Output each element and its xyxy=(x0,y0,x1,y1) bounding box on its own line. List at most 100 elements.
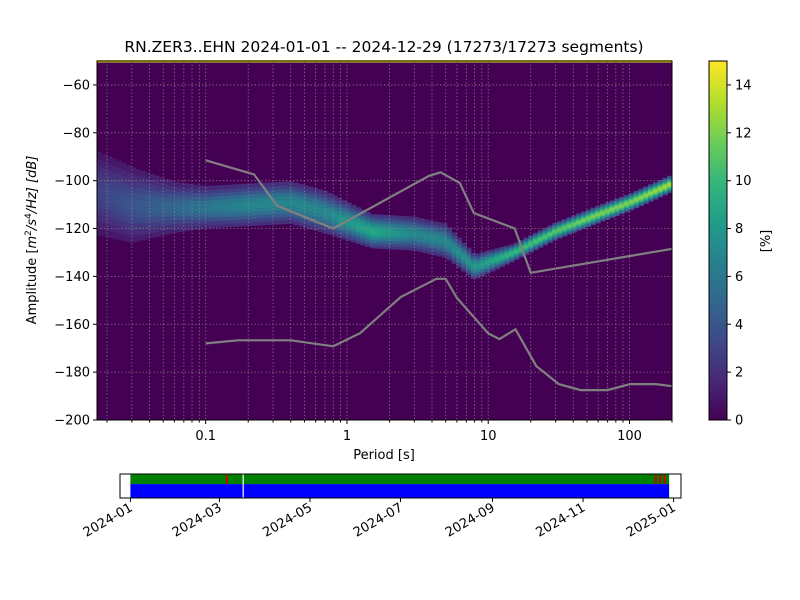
density-cell xyxy=(624,201,630,204)
density-cell xyxy=(446,238,453,242)
red-mark xyxy=(654,475,657,484)
density-cell xyxy=(513,248,520,251)
density-cell xyxy=(446,246,453,250)
density-cell xyxy=(394,243,400,247)
density-cell xyxy=(422,246,429,251)
density-cell xyxy=(561,223,568,226)
density-cell xyxy=(317,203,323,208)
density-cell xyxy=(221,219,227,224)
density-cell xyxy=(499,251,505,254)
density-cell xyxy=(346,208,352,213)
density-cell xyxy=(470,276,477,279)
density-cell xyxy=(221,195,227,200)
density-cell xyxy=(619,202,625,205)
density-cell xyxy=(202,196,208,201)
density-cell xyxy=(106,163,112,171)
density-cell xyxy=(264,196,271,201)
density-cell xyxy=(101,174,108,183)
density-cell xyxy=(202,185,208,191)
density-cell xyxy=(274,220,280,225)
density-cell xyxy=(202,192,208,198)
density-cell xyxy=(485,265,491,269)
density-cell xyxy=(427,222,433,227)
density-cell xyxy=(202,213,208,219)
density-cell xyxy=(504,250,510,253)
density-cell xyxy=(456,240,462,244)
density-cell xyxy=(398,243,405,248)
density-cell xyxy=(394,223,400,228)
density-cell xyxy=(633,200,640,203)
density-cell xyxy=(537,237,544,240)
density-cell xyxy=(279,181,285,186)
density-cell xyxy=(466,263,472,267)
density-cell xyxy=(585,220,592,223)
density-cell xyxy=(144,183,151,190)
density-cell xyxy=(552,230,558,232)
density-cell xyxy=(370,228,376,232)
density-cell xyxy=(384,240,390,244)
density-cell xyxy=(168,180,175,186)
density-cell xyxy=(178,223,184,228)
density-cell xyxy=(456,264,462,268)
density-cell xyxy=(475,253,481,257)
density-cell xyxy=(226,216,232,221)
density-cell xyxy=(499,255,505,258)
density-cell xyxy=(346,233,352,238)
density-cell xyxy=(365,220,371,225)
density-cell xyxy=(652,186,659,189)
density-cell xyxy=(537,235,544,238)
density-cell xyxy=(116,180,122,188)
density-cell xyxy=(140,199,146,206)
density-cell xyxy=(178,211,184,216)
density-cell xyxy=(662,186,668,189)
density-cell xyxy=(581,211,587,214)
density-cell xyxy=(648,199,654,202)
density-cell xyxy=(154,200,160,207)
density-cell xyxy=(259,193,266,198)
density-cell xyxy=(298,208,304,213)
density-cell xyxy=(159,230,165,236)
density-cell xyxy=(633,202,640,204)
density-cell xyxy=(130,210,136,218)
y-axis-unit-base: m xyxy=(25,236,40,249)
density-cell xyxy=(403,232,410,237)
density-cell xyxy=(307,214,314,219)
density-cell xyxy=(628,194,635,197)
density-cell xyxy=(111,204,117,213)
density-cell xyxy=(475,273,481,277)
density-cell xyxy=(121,201,127,209)
density-cell xyxy=(245,215,251,220)
density-cell xyxy=(255,204,261,209)
density-cell xyxy=(341,203,347,208)
density-cell xyxy=(183,218,189,224)
density-cell xyxy=(303,185,309,190)
density-cell xyxy=(398,224,405,228)
density-cell xyxy=(446,227,453,231)
density-cell xyxy=(154,195,160,202)
density-cell xyxy=(609,213,616,215)
density-cell xyxy=(135,216,141,224)
density-cell xyxy=(557,233,563,236)
density-cell xyxy=(408,221,414,226)
density-cell xyxy=(327,220,333,225)
density-cell xyxy=(274,209,280,215)
density-cell xyxy=(595,212,601,215)
density-cell xyxy=(485,262,491,265)
density-cell xyxy=(135,234,141,242)
density-cell xyxy=(144,221,151,229)
density-cell xyxy=(130,235,136,243)
density-cell xyxy=(149,195,156,202)
density-cell xyxy=(346,237,352,241)
density-cell xyxy=(581,221,587,224)
density-cell xyxy=(240,183,247,189)
density-cell xyxy=(307,221,314,226)
density-cell xyxy=(561,220,568,223)
density-cell xyxy=(485,250,491,254)
density-cell xyxy=(667,178,672,181)
density-cell xyxy=(303,220,309,225)
density-cell xyxy=(413,244,419,249)
density-cell xyxy=(183,195,189,200)
density-cell xyxy=(485,267,491,270)
density-cell xyxy=(351,208,357,212)
